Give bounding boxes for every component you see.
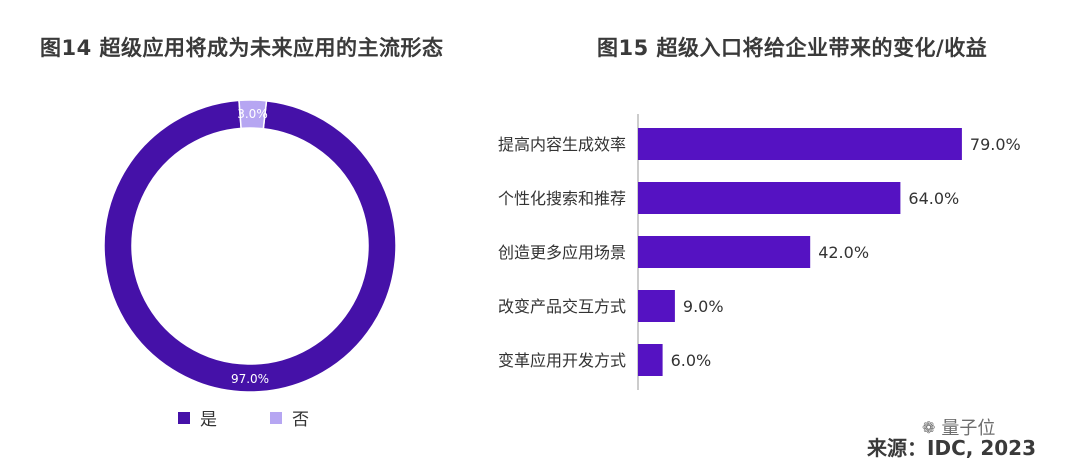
- bar-category-label: 提高内容生成效率: [498, 135, 626, 154]
- bar-chart-title: 图15 超级入口将给企业带来的变化/收益: [597, 36, 988, 60]
- legend-item-no: 否: [270, 405, 309, 430]
- donut-slice-yes: [103, 99, 397, 393]
- bar-value-label: 9.0%: [683, 297, 724, 316]
- source-note: 来源：IDC, 2023: [867, 436, 1036, 460]
- legend-label-no: 否: [292, 410, 309, 430]
- bar-category-label: 个性化搜索和推荐: [498, 189, 626, 208]
- donut-chart-title: 图14 超级应用将成为未来应用的主流形态: [40, 36, 444, 60]
- bar-3: [638, 236, 811, 268]
- bar-chart: 提高内容生成效率 79.0% 个性化搜索和推荐 64.0% 创造更多应用场景 42.0% 改…: [498, 114, 1021, 390]
- donut-label-no: 3.0%: [237, 107, 267, 121]
- bar-value-label: 42.0%: [818, 243, 869, 262]
- donut-label-yes: 97.0%: [231, 372, 269, 386]
- bar-value-label: 64.0%: [908, 189, 959, 208]
- bar-4: [638, 290, 675, 322]
- bar-value-label: 79.0%: [970, 135, 1021, 154]
- bar-1: [638, 128, 962, 160]
- legend-swatch-no: [270, 411, 282, 424]
- bar-value-label: 6.0%: [671, 351, 712, 370]
- legend-label-yes: 是: [200, 410, 217, 430]
- legend-swatch-yes: [178, 411, 190, 424]
- donut-slice-no: [238, 99, 268, 130]
- watermark: ❁ 量子位: [922, 414, 995, 440]
- watermark-text: 量子位: [941, 418, 996, 439]
- bar-5: [638, 344, 663, 376]
- bar-category-label: 变革应用开发方式: [498, 351, 626, 370]
- wechat-icon: ❁: [922, 417, 936, 437]
- legend-item-yes: 是: [178, 405, 217, 430]
- bar-category-label: 创造更多应用场景: [498, 243, 626, 262]
- bar-2: [638, 182, 901, 214]
- bar-category-label: 改变产品交互方式: [498, 297, 626, 316]
- donut-chart: 97.0% 3.0%: [103, 99, 397, 393]
